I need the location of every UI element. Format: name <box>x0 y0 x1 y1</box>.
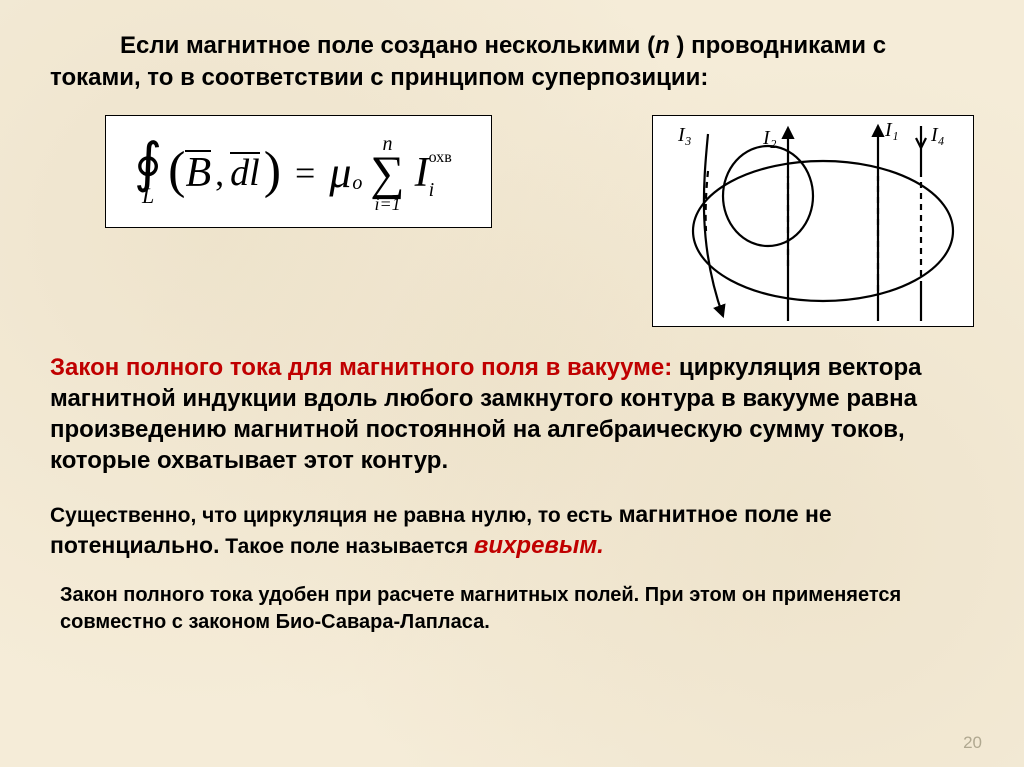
sum-bottom: i=1 <box>374 195 400 213</box>
svg-text:I₂: I₂ <box>762 127 777 149</box>
intro-paragraph: Если магнитное поле создано несколькими … <box>50 30 974 95</box>
I: I <box>415 150 429 196</box>
note1-paragraph: Существенно, что циркуляция не равна нул… <box>50 499 974 563</box>
integral-sub: L <box>142 185 154 207</box>
I-sup: охв <box>429 150 452 166</box>
B-bar: B <box>185 152 211 194</box>
integral-symbol: ∮ <box>134 139 162 188</box>
sum-stack: n ∑ i=1 <box>370 134 404 213</box>
currents-diagram: I₃ I₂ I₁ I₄ <box>652 115 974 327</box>
comma: , <box>215 155 224 191</box>
mu-sub: o <box>352 173 362 193</box>
note1-vortex: вихревым. <box>474 532 604 559</box>
svg-text:I₄: I₄ <box>930 124 945 146</box>
intro-var: n <box>655 32 670 59</box>
svg-text:I₁: I₁ <box>884 119 899 141</box>
lparen: ( <box>168 145 185 197</box>
page-number: 20 <box>963 733 982 753</box>
dl-bar: dl <box>230 154 260 192</box>
rparen: ) <box>264 145 281 197</box>
note1-p1: Существенно, что циркуляция не равна нул… <box>50 504 619 527</box>
intro-prefix: Если магнитное поле создано несколькими … <box>120 32 655 59</box>
I-sub: i <box>429 180 435 200</box>
mu: μ <box>329 151 351 195</box>
note1-p3: Такое поле называется <box>219 535 473 558</box>
integral-stack: ∮ L <box>134 139 162 208</box>
law-paragraph: Закон полного тока для магнитного поля в… <box>50 352 974 477</box>
svg-text:I₃: I₃ <box>677 124 692 146</box>
I-term: I охв i <box>415 152 429 194</box>
sum-symbol: ∑ <box>370 154 404 195</box>
formula-box: ∮ L ( B , dl ) = μ o n ∑ i=1 I охв i <box>105 115 492 228</box>
formula-row: ∮ L ( B , dl ) = μ o n ∑ i=1 I охв i I₃I… <box>50 115 974 327</box>
law-title: Закон полного тока для магнитного поля в… <box>50 354 672 381</box>
note2-paragraph: Закон полного тока удобен при расчете ма… <box>60 582 974 636</box>
equals: = <box>295 155 315 191</box>
